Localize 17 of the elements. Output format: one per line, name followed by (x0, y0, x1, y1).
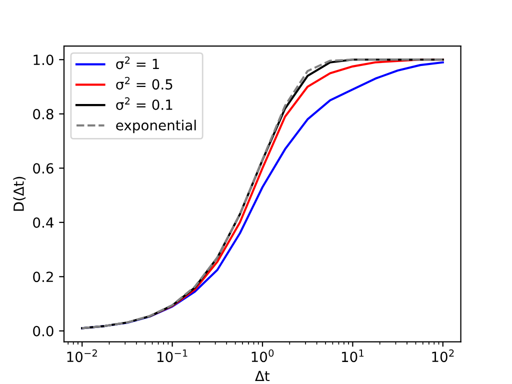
x-tick-label: 10$^{−2}$ (67, 349, 97, 362)
x-axis-title: Δt (255, 370, 270, 382)
legend-label: σ$^{2}$ = 0.5 (116, 76, 172, 90)
y-tick-label: 0.0 (33, 326, 54, 336)
y-tick-label: 0.4 (33, 217, 54, 228)
legend-label: exponential (116, 120, 196, 134)
legend-label: σ$^{2}$ = 1 (116, 56, 159, 70)
y-tick-label: 0.8 (33, 108, 54, 120)
y-tick-label: 0.6 (33, 163, 54, 174)
x-tick-label: 10$^{−1}$ (158, 350, 188, 362)
x-tick-label: 10$^{2}$ (432, 349, 454, 362)
x-tick-label: 10$^{0}$ (252, 349, 274, 362)
x-tick-label: 10$^{1}$ (342, 350, 364, 362)
y-axis-title: D(Δt) (13, 176, 26, 211)
y-tick-label: 0.2 (33, 272, 53, 282)
legend-label: σ$^{2}$ = 0.1 (116, 97, 172, 110)
y-tick-label: 1.0 (34, 54, 54, 66)
